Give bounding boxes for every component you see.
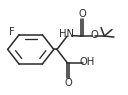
Text: OH: OH — [79, 57, 94, 67]
Text: O: O — [91, 30, 98, 40]
Text: HN: HN — [59, 29, 74, 39]
Text: O: O — [78, 9, 86, 19]
Text: O: O — [64, 78, 72, 88]
Text: F: F — [9, 27, 14, 37]
